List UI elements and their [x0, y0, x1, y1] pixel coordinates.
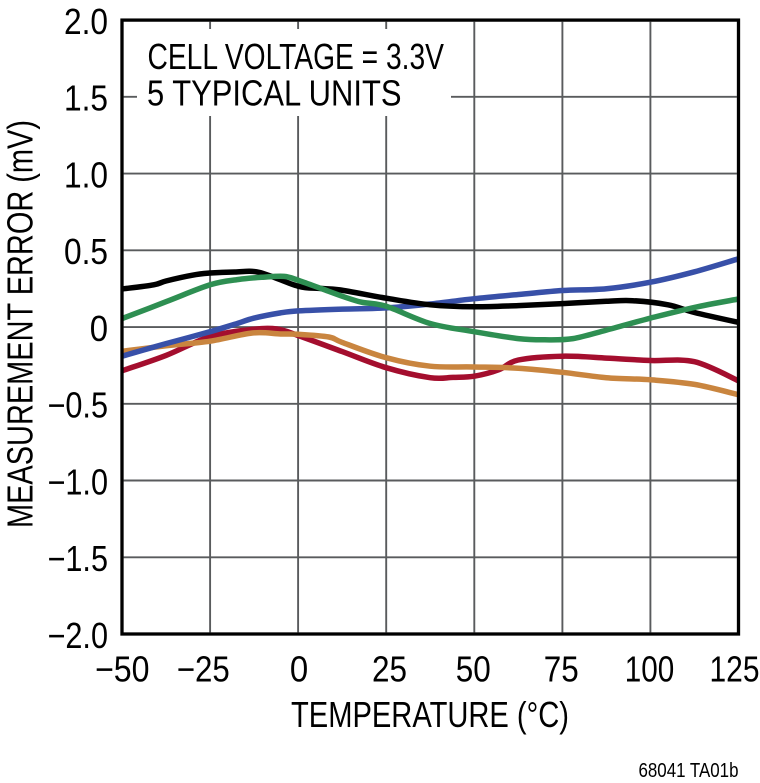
svg-text:−1.0: −1.0 [48, 461, 109, 502]
svg-text:0: 0 [290, 649, 308, 690]
svg-text:2.0: 2.0 [64, 1, 108, 42]
svg-text:−1.5: −1.5 [48, 538, 109, 579]
svg-text:68041 TA01b: 68041 TA01b [639, 760, 739, 782]
svg-text:0.5: 0.5 [64, 231, 108, 272]
svg-text:125: 125 [710, 649, 760, 690]
svg-text:CELL VOLTAGE = 3.3V: CELL VOLTAGE = 3.3V [148, 36, 445, 77]
svg-text:100: 100 [625, 649, 675, 690]
svg-text:1.5: 1.5 [64, 78, 108, 119]
svg-text:0: 0 [90, 308, 108, 349]
svg-text:5 TYPICAL UNITS: 5 TYPICAL UNITS [147, 72, 402, 113]
svg-text:−0.5: −0.5 [48, 385, 109, 426]
svg-text:25: 25 [372, 649, 407, 690]
svg-text:MEASUREMENT ERROR (mV): MEASUREMENT ERROR (mV) [0, 120, 41, 528]
svg-text:50: 50 [456, 649, 491, 690]
svg-text:−50: −50 [95, 649, 150, 690]
svg-text:TEMPERATURE (°C): TEMPERATURE (°C) [291, 694, 569, 735]
svg-text:75: 75 [544, 649, 579, 690]
svg-text:1.0: 1.0 [64, 154, 108, 195]
svg-text:−2.0: −2.0 [48, 615, 109, 656]
svg-text:−25: −25 [177, 649, 230, 690]
